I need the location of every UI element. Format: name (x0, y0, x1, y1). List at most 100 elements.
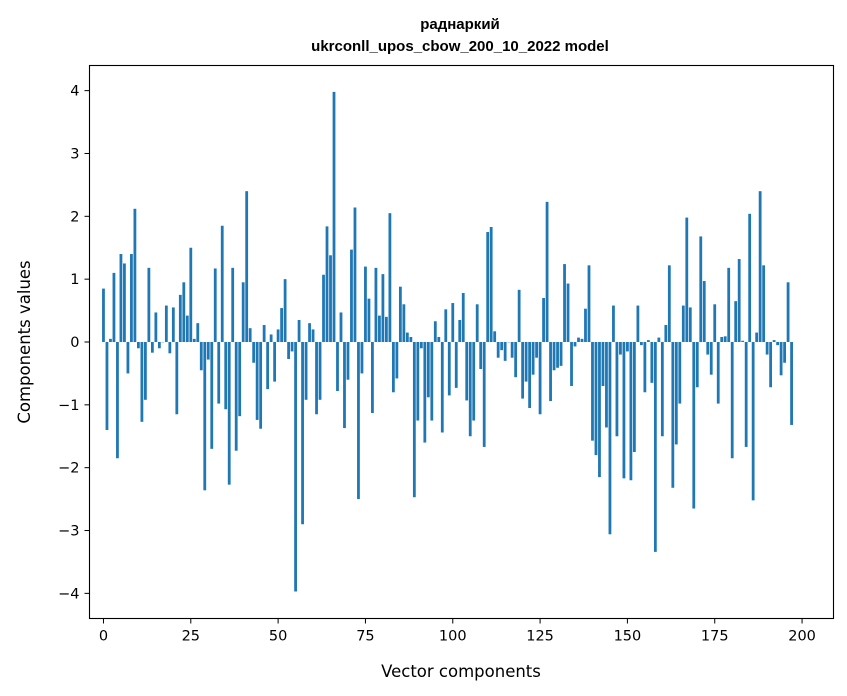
bar-105 (468, 342, 472, 437)
bar-174 (709, 342, 713, 375)
bar-29 (203, 342, 207, 491)
bar-91 (419, 342, 423, 349)
y-tick-label-0: 0 (70, 335, 79, 351)
bar-125 (538, 342, 542, 415)
bar-60 (311, 329, 315, 342)
bar-31 (210, 342, 214, 449)
bar-121 (524, 342, 528, 382)
bar-37 (231, 267, 235, 342)
bar-68 (339, 312, 343, 342)
bar-167 (685, 217, 689, 342)
bar-155 (643, 342, 647, 393)
bar-39 (238, 342, 242, 417)
bar-50 (276, 329, 280, 342)
bar-138 (584, 308, 587, 342)
y-tick-label--4: −4 (58, 586, 79, 602)
bar-2 (109, 338, 112, 342)
bar-26 (192, 338, 196, 342)
bar-152 (633, 342, 636, 452)
bar-193 (776, 342, 780, 346)
bar-195 (783, 342, 786, 363)
bar-13 (147, 267, 151, 342)
bar-104 (465, 342, 469, 401)
chart-title: раднаркий (420, 16, 500, 33)
x-tick-label-0: 0 (99, 629, 108, 645)
bar-14 (150, 342, 154, 353)
bar-143 (601, 342, 605, 386)
bar-18 (164, 305, 168, 342)
bar-160 (660, 342, 664, 437)
bar-77 (371, 342, 374, 414)
bar-186 (751, 342, 755, 501)
bar-40 (241, 282, 245, 342)
bar-84 (395, 342, 399, 379)
bar-191 (769, 342, 773, 388)
bar-63 (322, 274, 325, 342)
bar-128 (549, 342, 552, 402)
bar-33 (217, 342, 221, 404)
bar-171 (699, 236, 703, 342)
bar-43 (252, 342, 256, 363)
bar-176 (716, 342, 720, 404)
bar-108 (479, 342, 483, 370)
bar-74 (360, 342, 364, 374)
bar-58 (304, 342, 308, 400)
bar-126 (542, 298, 545, 342)
bar-6 (123, 263, 126, 342)
bar-115 (503, 342, 507, 361)
bar-96 (437, 336, 441, 342)
y-tick-label--3: −3 (58, 524, 79, 540)
bar-190 (765, 342, 769, 355)
bar-103 (461, 292, 465, 342)
bar-188 (758, 191, 762, 342)
bar-67 (336, 342, 339, 392)
bar-144 (605, 342, 608, 428)
bar-87 (405, 332, 409, 342)
bar-56 (297, 320, 301, 342)
bar-83 (391, 342, 395, 393)
bar-69 (343, 342, 346, 429)
y-tick-label-2: 2 (70, 209, 79, 225)
bar-113 (496, 342, 500, 358)
bar-48 (269, 334, 273, 342)
bar-111 (489, 227, 493, 342)
x-axis-label: Vector components (381, 662, 541, 681)
bar-175 (713, 304, 717, 342)
bars-group (102, 91, 793, 592)
x-tick-label-200: 200 (788, 629, 816, 645)
bar-78 (374, 267, 378, 342)
bar-148 (619, 342, 622, 355)
bar-44 (255, 342, 259, 420)
bar-95 (433, 321, 437, 342)
bar-183 (741, 340, 745, 342)
bar-122 (528, 342, 532, 408)
bar-73 (357, 342, 360, 500)
bar-16 (157, 342, 161, 349)
bar-89 (412, 342, 416, 498)
bar-90 (416, 342, 420, 421)
bar-28 (199, 342, 203, 371)
bar-49 (273, 342, 277, 382)
bar-80 (381, 274, 385, 342)
bar-11 (140, 342, 144, 422)
bar-24 (185, 315, 189, 342)
bar-1 (105, 342, 109, 430)
y-tick-label-1: 1 (70, 272, 79, 288)
bar-42 (248, 328, 252, 342)
bar-98 (444, 309, 448, 342)
bar-153 (636, 305, 640, 342)
bar-45 (259, 342, 263, 429)
bar-141 (594, 342, 598, 456)
y-tick-label-4: 4 (70, 84, 79, 100)
bar-136 (577, 337, 580, 342)
bar-161 (664, 325, 668, 342)
bar-166 (681, 305, 685, 342)
bar-93 (426, 342, 430, 398)
bar-162 (667, 265, 671, 342)
bar-32 (213, 268, 217, 342)
bar-145 (608, 342, 612, 535)
bar-139 (587, 265, 591, 342)
bar-41 (245, 191, 249, 342)
bar-25 (189, 247, 193, 342)
